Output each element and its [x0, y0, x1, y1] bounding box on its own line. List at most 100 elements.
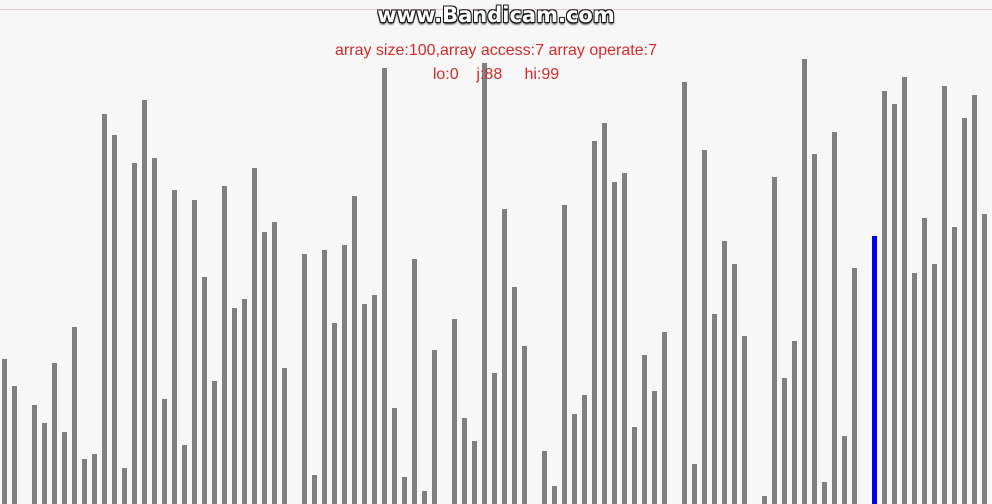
array-bar: [422, 491, 427, 504]
array-bar: [302, 254, 307, 504]
array-bar: [542, 451, 547, 504]
array-bar: [822, 482, 827, 504]
array-bar: [882, 91, 887, 504]
array-bar: [802, 59, 807, 504]
array-bar: [782, 378, 787, 504]
array-bar: [42, 423, 47, 504]
lo-index-label: lo:0: [432, 66, 459, 83]
array-bar: [892, 104, 897, 504]
array-bar: [842, 436, 847, 504]
array-bar: [142, 100, 147, 504]
array-bar: [952, 227, 957, 504]
array-bar: [512, 287, 517, 504]
array-bar: [472, 441, 477, 504]
array-bar: [582, 395, 587, 504]
array-bar: [172, 190, 177, 504]
array-bar: [772, 177, 777, 504]
array-bar: [602, 123, 607, 504]
pointer-indices-label: lo:0 j:88 hi:99: [0, 66, 992, 84]
array-bar: [652, 391, 657, 504]
j-index-label: j:88: [476, 66, 503, 83]
array-bar: [712, 314, 717, 504]
array-bar: [262, 232, 267, 504]
array-bar: [202, 277, 207, 504]
array-bar: [352, 196, 357, 504]
array-bar: [632, 427, 637, 504]
array-bar: [982, 214, 987, 504]
array-bar: [662, 332, 667, 504]
array-bar: [552, 486, 557, 504]
array-bar: [152, 158, 157, 504]
array-stats-label: array size:100,array access:7 array oper…: [335, 42, 657, 59]
array-bar: [392, 408, 397, 504]
array-bar: [972, 95, 977, 504]
array-bar: [232, 308, 237, 504]
top-border-line: [0, 9, 992, 10]
array-bar: [2, 359, 7, 504]
array-bar: [852, 268, 857, 504]
array-bar: [102, 114, 107, 504]
array-bar: [322, 250, 327, 504]
bandicam-watermark: www.Bandicam.com: [377, 3, 615, 27]
array-bar: [912, 273, 917, 504]
array-bar: [522, 346, 527, 504]
array-bar: [162, 399, 167, 504]
array-bar: [622, 173, 627, 504]
array-bar: [82, 459, 87, 504]
array-bar: [372, 295, 377, 504]
array-bar: [432, 350, 437, 504]
array-bar: [732, 264, 737, 504]
array-bar: [452, 319, 457, 504]
array-bar: [682, 82, 687, 504]
array-bar: [922, 218, 927, 504]
array-bar: [192, 200, 197, 504]
array-bar: [72, 327, 77, 504]
array-bar: [642, 355, 647, 504]
array-bar: [462, 418, 467, 504]
array-bar: [592, 141, 597, 504]
array-bar: [92, 454, 97, 504]
array-bar: [812, 154, 817, 504]
array-bar: [612, 182, 617, 504]
array-bar: [792, 341, 797, 504]
array-bar: [182, 445, 187, 504]
array-bar: [342, 245, 347, 504]
array-bar: [212, 381, 217, 504]
array-bar: [132, 163, 137, 504]
array-bar: [362, 304, 367, 504]
array-bar-current: [872, 236, 877, 504]
array-bar: [242, 299, 247, 504]
array-bar: [932, 264, 937, 504]
array-bar: [12, 386, 17, 504]
array-bar: [722, 241, 727, 504]
array-bar: [492, 373, 497, 504]
array-bar: [832, 132, 837, 504]
array-bar: [112, 135, 117, 504]
array-bar: [62, 432, 67, 504]
array-bar: [702, 150, 707, 504]
array-bar: [402, 477, 407, 504]
array-bar: [272, 222, 277, 504]
array-bar: [692, 464, 697, 504]
hi-index-label: hi:99: [524, 66, 560, 83]
array-bar: [312, 475, 317, 504]
array-bar: [52, 363, 57, 504]
array-bar: [482, 63, 487, 504]
array-bar: [562, 205, 567, 504]
array-bar: [742, 336, 747, 504]
array-bar: [282, 368, 287, 504]
array-bar: [32, 405, 37, 504]
array-bar: [412, 259, 417, 504]
array-bar: [942, 86, 947, 504]
array-bar: [252, 168, 257, 504]
array-bar: [502, 209, 507, 504]
array-bar: [222, 186, 227, 504]
array-bar: [382, 68, 387, 504]
array-bar: [902, 77, 907, 504]
array-bar: [762, 496, 767, 504]
array-bar: [332, 323, 337, 504]
array-bar: [962, 118, 967, 504]
array-bar: [122, 468, 127, 504]
